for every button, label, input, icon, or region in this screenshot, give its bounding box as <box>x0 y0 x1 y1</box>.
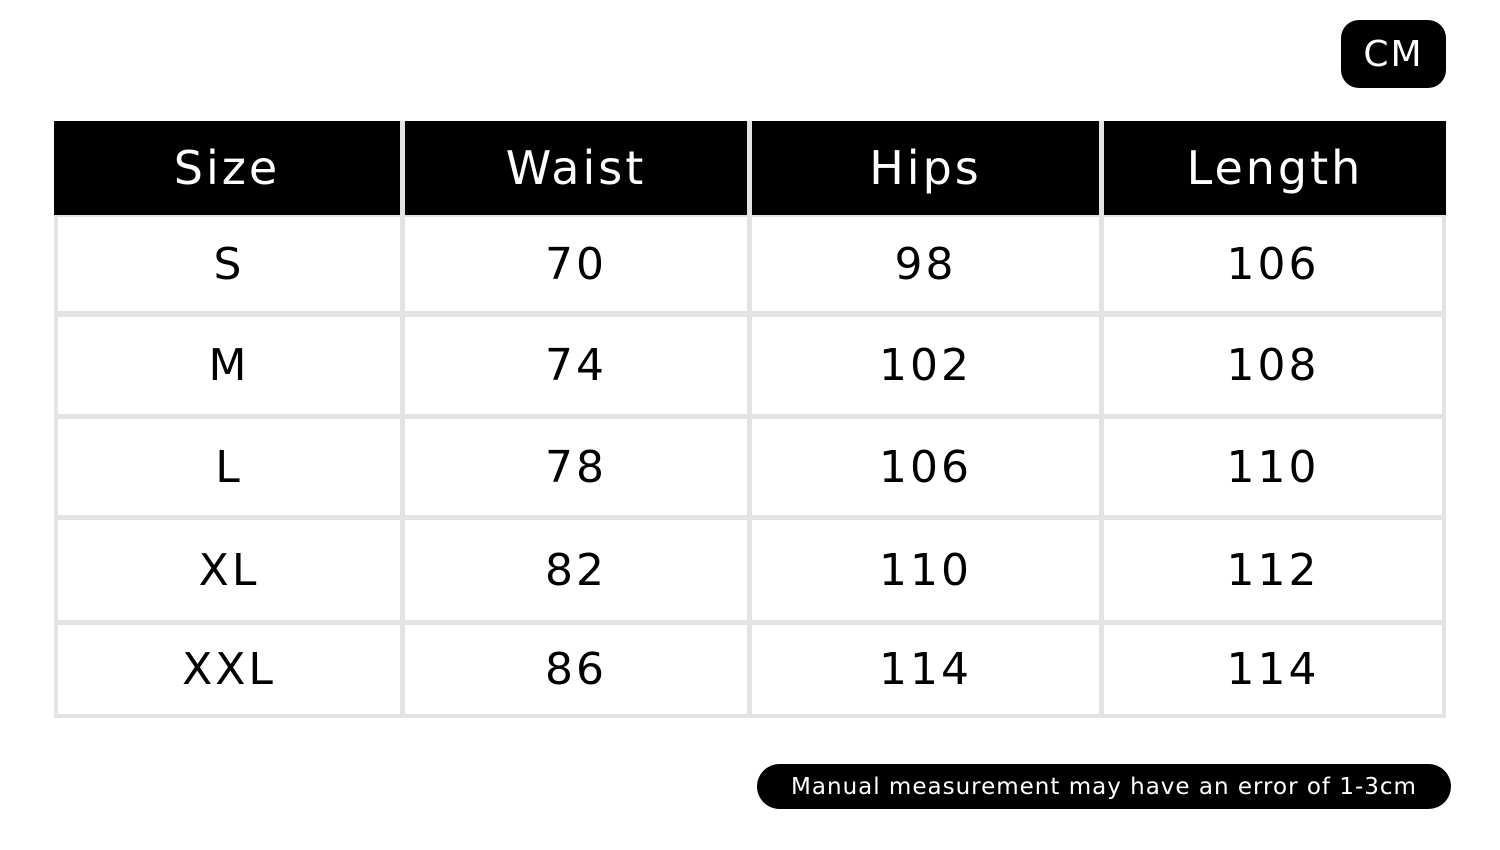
header-hips: Hips <box>752 121 1099 215</box>
cell-size: L <box>58 419 400 515</box>
cell-waist: 70 <box>405 217 747 311</box>
cell-hips: 102 <box>752 317 1099 414</box>
cell-hips: 106 <box>752 419 1099 515</box>
cell-length: 112 <box>1104 520 1442 620</box>
cell-waist: 74 <box>405 317 747 414</box>
cell-hips: 98 <box>752 217 1099 311</box>
cell-size: S <box>58 217 400 311</box>
cell-waist: 82 <box>405 520 747 620</box>
cell-size: XXL <box>58 625 400 714</box>
header-size: Size <box>54 121 400 215</box>
header-length: Length <box>1104 121 1446 215</box>
cell-waist: 78 <box>405 419 747 515</box>
cell-length: 114 <box>1104 625 1442 714</box>
unit-badge: CM <box>1341 20 1446 88</box>
cell-size: M <box>58 317 400 414</box>
cell-size: XL <box>58 520 400 620</box>
cell-length: 110 <box>1104 419 1442 515</box>
cell-hips: 114 <box>752 625 1099 714</box>
header-waist: Waist <box>405 121 747 215</box>
size-chart-table: Size Waist Hips Length S 70 98 106 M 74 102 108 L 78 1… <box>54 121 1446 718</box>
cell-length: 108 <box>1104 317 1442 414</box>
measurement-note: Manual measurement may have an error of … <box>757 764 1451 809</box>
cell-hips: 110 <box>752 520 1099 620</box>
cell-waist: 86 <box>405 625 747 714</box>
cell-length: 106 <box>1104 217 1442 311</box>
